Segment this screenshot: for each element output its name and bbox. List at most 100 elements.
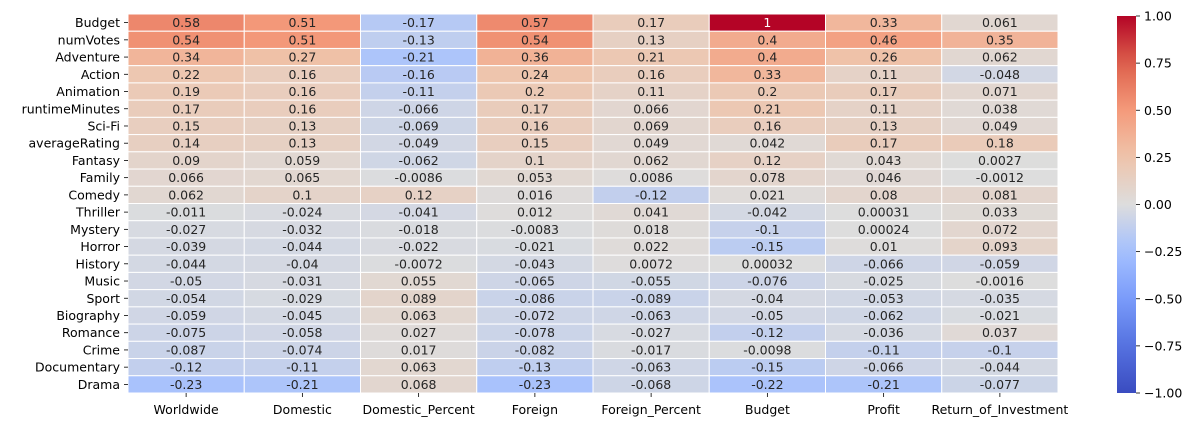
column-label: Budget [745,402,790,417]
cell-value-label: -0.0012 [976,170,1024,185]
row-label: Music [84,274,120,289]
column-label: Domestic [273,402,332,417]
cell-value-label: -0.031 [282,274,322,289]
cell-value-label: 0.16 [637,67,665,82]
cell-value-label: 0.018 [633,222,669,237]
cell-value-label: 0.041 [633,205,669,220]
cell-value-label: 0.17 [870,136,898,151]
cell-value-label: -0.025 [863,274,903,289]
row-label: Sport [86,291,120,306]
cell-value-label: 0.016 [517,187,553,202]
cell-value-label: -0.054 [166,291,206,306]
cell-value-label: -0.044 [166,256,206,271]
cell-value-label: 0.13 [288,118,316,133]
cell-value-label: 0.065 [284,170,320,185]
cell-value-label: -0.048 [980,67,1020,82]
cell-value-label: 0.027 [401,325,437,340]
cell-value-label: -0.11 [867,342,899,357]
cell-value-label: 0.017 [401,342,437,357]
row-label: Family [80,170,121,185]
cell-value-label: 0.16 [753,118,781,133]
cell-value-label: -0.21 [867,377,899,392]
cell-value-label: 0.0072 [629,256,673,271]
cell-value-label: 0.055 [401,274,437,289]
cell-value-label: -0.078 [515,325,555,340]
cell-value-label: 0.068 [401,377,437,392]
cell-value-label: 0.51 [288,32,316,47]
cell-value-label: -0.15 [751,360,783,375]
column-label: Worldwide [154,402,219,417]
row-labels: Budget numVotes Adventure Action Animation ru… [22,15,128,392]
cell-value-label: 0.066 [633,101,669,116]
cell-value-label: 0.33 [870,15,898,30]
column-labels: Worldwide Domestic Domestic_Percent Foreign… [154,393,1068,417]
cell-value-label: 0.063 [401,360,437,375]
cell-value-label: 0.16 [521,118,549,133]
cell-value-label: 0.13 [870,118,898,133]
colorbar-tick-label: 0.00 [1144,197,1172,212]
cell-value-label: 0.16 [288,67,316,82]
cell-value-label: 0.26 [870,50,898,65]
row-label: Drama [78,377,120,392]
cell-value-label: 0.18 [986,136,1014,151]
cell-value-label: 0.061 [982,15,1018,30]
cell-value-label: -0.04 [286,256,318,271]
cell-value-label: 0.049 [982,118,1018,133]
column-label: Domestic_Percent [363,402,475,417]
cell-value-label: -0.23 [170,377,202,392]
cell-value-label: 0.54 [521,32,549,47]
column-label: Foreign [512,402,558,417]
cell-value-label: 0.01 [870,239,898,254]
cell-value-label: -0.055 [631,274,671,289]
cell-value-label: 0.00032 [742,256,794,271]
cell-value-label: 0.35 [986,32,1014,47]
cell-value-label: -0.17 [402,15,434,30]
cell-value-label: 0.13 [288,136,316,151]
cell-value-label: -0.049 [398,136,438,151]
cell-value-label: 0.4 [757,50,777,65]
row-label: Thriller [75,205,121,220]
colorbar-tick-label: −0.75 [1144,338,1182,353]
cell-value-label: -0.027 [631,325,671,340]
cell-value-label: 0.038 [982,101,1018,116]
cell-value-label: -0.12 [751,325,783,340]
cell-value-label: -0.039 [166,239,206,254]
row-label: Romance [62,325,120,340]
cell-value-label: 0.4 [757,32,777,47]
row-label: History [76,256,121,271]
cell-value-label: 0.069 [633,118,669,133]
cell-value-label: 0.24 [521,67,549,82]
cell-value-label: 0.19 [172,84,200,99]
cell-value-label: -0.043 [515,256,555,271]
colorbar-tick-label: −0.25 [1144,244,1182,259]
column-label: Return_of_Investment [931,402,1068,417]
cell-value-label: 0.089 [401,291,437,306]
cell-value-label: 0.081 [982,187,1018,202]
cell-value-label: -0.044 [282,239,322,254]
cell-value-label: -0.0086 [395,170,443,185]
row-label: Animation [56,84,120,99]
cell-value-label: 0.062 [168,187,204,202]
row-label: Fantasy [72,153,121,168]
cell-value-label: 0.11 [870,101,898,116]
colorbar-tick-label: 0.25 [1144,150,1172,165]
cell-value-label: -0.066 [398,101,438,116]
cell-value-label: 1 [763,15,771,30]
cell-value-label: -0.066 [863,256,903,271]
cell-value-label: 0.063 [401,308,437,323]
cell-value-label: -0.075 [166,325,206,340]
cell-value-label: -0.058 [282,325,322,340]
cell-value-label: -0.053 [863,291,903,306]
row-label: Crime [83,342,121,357]
cell-value-label: 0.58 [172,15,200,30]
cell-value-label: -0.059 [166,308,206,323]
cell-value-label: -0.21 [402,50,434,65]
cell-value-label: -0.065 [515,274,555,289]
cell-value-label: 0.071 [982,84,1018,99]
cell-value-label: 0.57 [521,15,549,30]
row-label: Action [81,67,120,82]
cell-value-label: -0.017 [631,342,671,357]
cell-value-label: 0.012 [517,205,553,220]
